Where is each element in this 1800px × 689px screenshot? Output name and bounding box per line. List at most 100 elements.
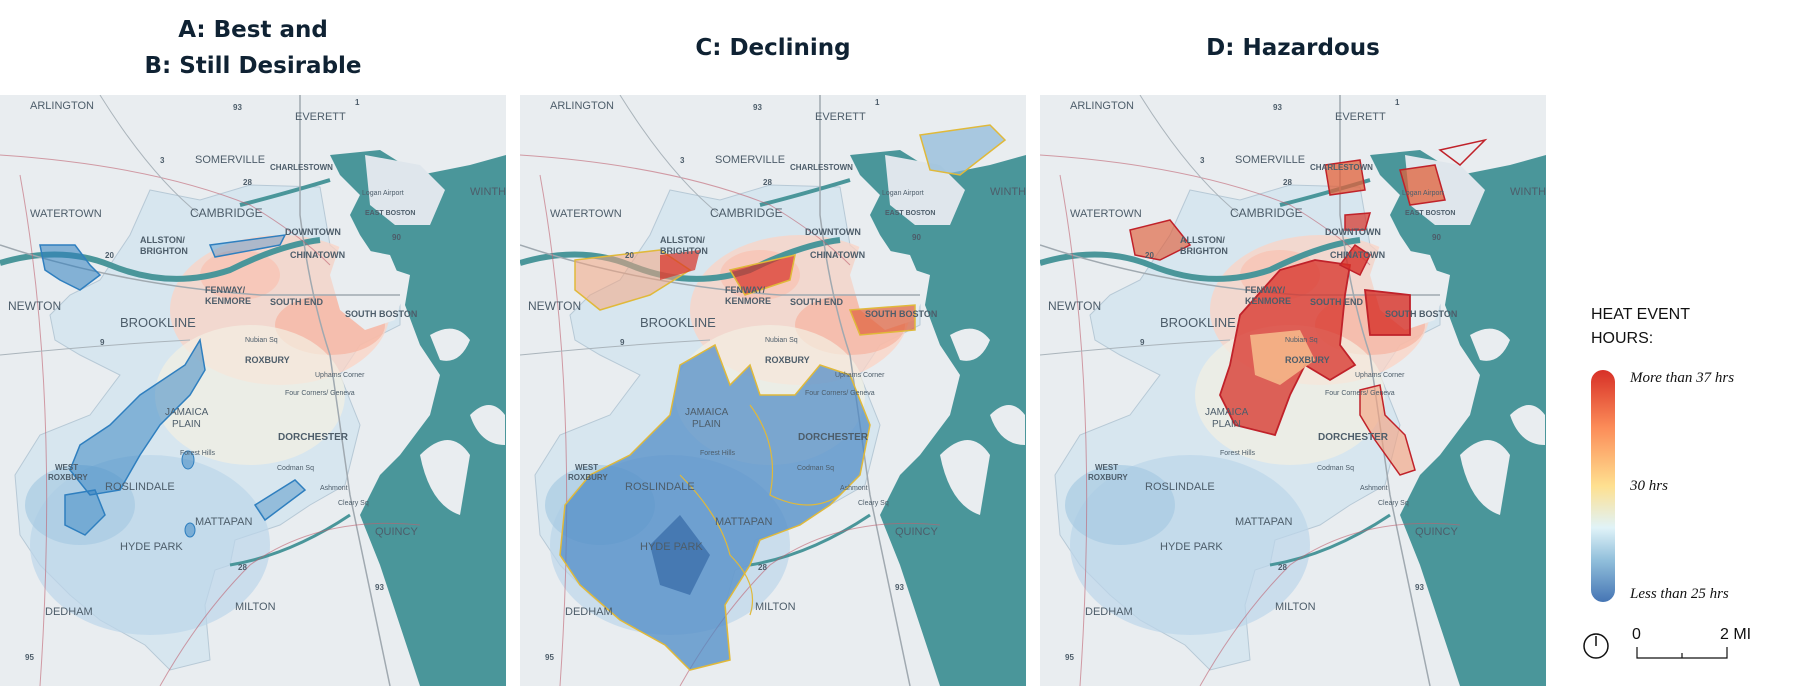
map-label-dorchester: DORCHESTER	[278, 432, 349, 443]
map-label-charlestown: CHARLESTOWN	[270, 163, 333, 172]
map-label-roxbury: ROXBURY	[765, 355, 810, 365]
panel-a-title-line1: A: Best and	[178, 17, 328, 43]
map-label-roslindale: ROSLINDALE	[1145, 481, 1215, 493]
map-d-zone-2	[1363, 288, 1411, 336]
map-label-charlestown: CHARLESTOWN	[790, 163, 853, 172]
map-label-rt_90: 90	[392, 233, 401, 242]
legend-color-ramp	[1591, 370, 1615, 602]
boston-peninsula	[330, 245, 405, 330]
highway-90	[0, 244, 400, 296]
map-svg: ARLINGTONEVERETT931SOMERVILLECHARLESTOWN…	[0, 95, 506, 686]
panel-a-title: A: Best and B: Still Desirable	[0, 12, 506, 84]
map-label-arlington: ARLINGTON	[30, 100, 94, 112]
map-label-fenway: FENWAY/	[205, 285, 246, 295]
peninsula-south	[940, 440, 990, 515]
map-label-mattapan: MATTAPAN	[195, 516, 253, 528]
map-label-codman: Codman Sq	[1317, 465, 1354, 472]
highway-93	[1339, 95, 1431, 686]
island-1	[1470, 328, 1510, 361]
map-label-nubian: Nubian Sq	[1285, 337, 1318, 344]
map-label-winthrop: WINTH	[1510, 186, 1546, 198]
map-label-roxbury2: ROXBURY	[568, 473, 608, 482]
map-label-arlington: ARLINGTON	[1070, 100, 1134, 112]
highway-95	[539, 174, 568, 686]
map-a-zone-3	[253, 479, 307, 522]
road-red	[0, 154, 331, 266]
island-2	[470, 405, 505, 445]
legend-high-label: More than 37 hrs	[1630, 370, 1735, 386]
map-label-south_end: SOUTH END	[790, 297, 844, 307]
map-label-west: WEST	[575, 463, 598, 472]
map-panel-d: ARLINGTON EVERETT 93 1 SOMERVILLE CHARLESTOWN…	[1040, 95, 1546, 686]
map-a-zone-2	[64, 489, 106, 536]
map-label-dedham: DEDHAM	[565, 606, 613, 618]
road-red-2	[159, 522, 421, 686]
map-d-zone-5	[1324, 159, 1366, 196]
map-label-hyde_park: HYDE PARK	[120, 541, 183, 553]
map-label-roxbury2: ROXBURY	[48, 473, 88, 482]
peninsula-south	[1460, 440, 1510, 515]
map-c-zone-8	[749, 404, 841, 506]
map-label-rt_93: 93	[753, 103, 762, 112]
panel-a-title-line2: B: Still Desirable	[144, 53, 362, 79]
map-panel-c: ARLINGTON EVERETT 93 1 SOMERVILLE CHARLESTOWN…	[520, 95, 1026, 686]
map-label-chinatown: CHINATOWN	[810, 250, 865, 260]
map-label-nubian: Nubian Sq	[245, 337, 278, 344]
map-label-chinatown: CHINATOWN	[290, 250, 345, 260]
map-label-milton: MILTON	[1275, 601, 1316, 613]
map-label-south_end: SOUTH END	[270, 297, 324, 307]
map-label-south_end: SOUTH END	[1310, 297, 1364, 307]
map-labels: ARLINGTONEVERETT931SOMERVILLECHARLESTOWN…	[1048, 98, 1546, 662]
harbor-water	[330, 150, 506, 686]
map-label-quincy: QUINCY	[895, 526, 938, 538]
mystic-river	[239, 178, 331, 207]
map-label-rt_28: 28	[758, 563, 767, 572]
map-label-everett: EVERETT	[295, 111, 346, 123]
map-label-cleary: Cleary Sq	[1378, 500, 1409, 507]
map-label-rt_93: 93	[375, 583, 384, 592]
map-label-uphams: Uphams Corner	[1355, 372, 1405, 379]
map-label-kenmore: KENMORE	[205, 296, 251, 306]
map-label-logan: Logan Airport	[882, 190, 924, 197]
map-label-everett: EVERETT	[815, 111, 866, 123]
panel-overlay	[559, 124, 1007, 671]
map-label-hyde_park: HYDE PARK	[1160, 541, 1223, 553]
map-label-brookline: BROOKLINE	[120, 315, 196, 330]
map-label-rt_3: 3	[1200, 156, 1205, 165]
scale-end-label: 2 MI	[1720, 626, 1752, 643]
map-label-east_boston: EAST BOSTON	[885, 210, 935, 217]
cool-southwest	[1065, 465, 1175, 545]
map-a-zone-0	[39, 244, 102, 291]
map-label-cleary: Cleary Sq	[338, 500, 369, 507]
map-label-rt_93: 93	[1415, 583, 1424, 592]
map-label-rt_28: 28	[763, 178, 772, 187]
map-label-rt_93: 93	[895, 583, 904, 592]
map-label-dedham: DEDHAM	[45, 606, 93, 618]
map-label-rt_20: 20	[625, 251, 634, 260]
map-c-zone-6	[650, 515, 710, 595]
map-label-everett: EVERETT	[1335, 111, 1386, 123]
map-label-rt_95: 95	[545, 653, 554, 662]
map-label-quincy: QUINCY	[375, 526, 418, 538]
map-label-mattapan: MATTAPAN	[715, 516, 773, 528]
map-label-rt_28: 28	[243, 178, 252, 187]
map-label-cambridge: CAMBRIDGE	[1230, 206, 1303, 220]
map-label-dedham: DEDHAM	[1085, 606, 1133, 618]
map-label-four_corners: Four Corners/ Geneva	[1325, 390, 1395, 397]
road-gray-2	[520, 339, 711, 356]
map-d-zone-1	[1250, 330, 1315, 385]
map-label-chinatown: CHINATOWN	[1330, 250, 1385, 260]
map-label-rt_9: 9	[1140, 338, 1145, 347]
peninsula-south	[420, 440, 470, 515]
map-panel-a: ARLINGTON EVERETT 93 1 SOMERVILLE CHARLESTOWN…	[0, 95, 506, 686]
charles-river	[1040, 237, 1361, 282]
map-label-ashmont: Ashmont	[840, 485, 868, 492]
map-label-somerville: SOMERVILLE	[195, 154, 265, 166]
map-label-dorchester: DORCHESTER	[798, 432, 869, 443]
map-label-plain: PLAIN	[172, 419, 201, 430]
map-label-rt_95: 95	[1065, 653, 1074, 662]
map-label-cambridge: CAMBRIDGE	[710, 206, 783, 220]
highway-95	[19, 174, 48, 686]
map-a-zone-4	[208, 234, 287, 258]
neponset-river	[229, 513, 351, 567]
